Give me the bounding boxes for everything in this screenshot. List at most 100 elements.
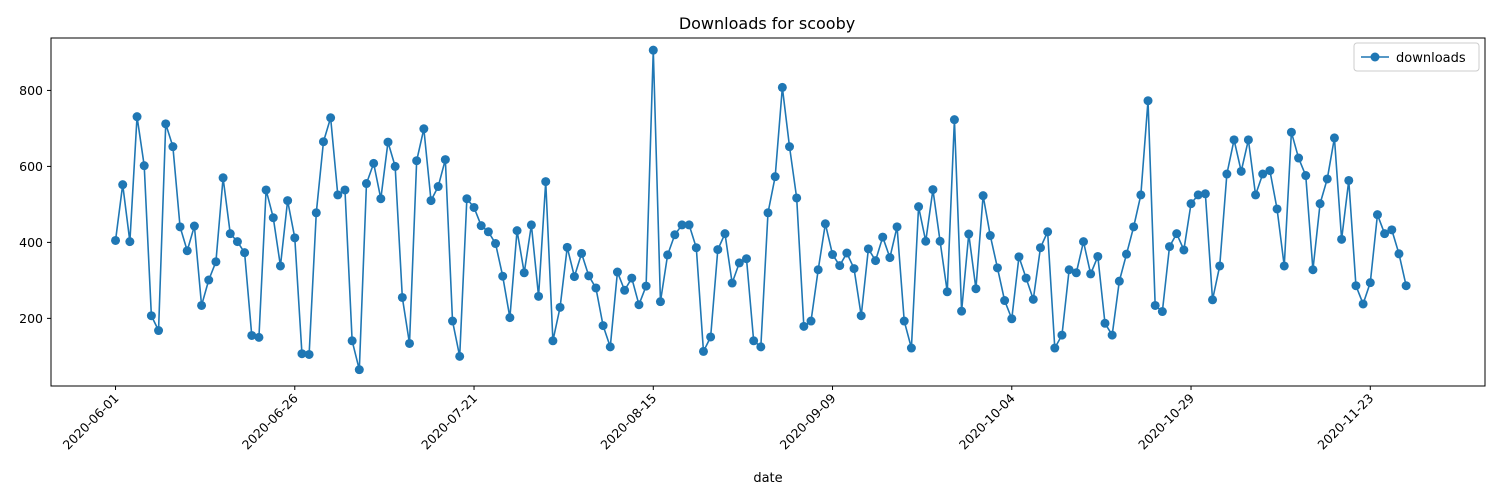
data-point (318, 137, 328, 147)
data-point (655, 297, 665, 307)
data-point (1200, 189, 1210, 199)
data-point (1086, 269, 1096, 279)
data-point (283, 196, 293, 206)
data-point (154, 326, 164, 336)
data-point (691, 243, 701, 253)
data-point (1186, 199, 1196, 209)
data-point (139, 161, 149, 171)
data-point (390, 161, 400, 171)
data-point (964, 229, 974, 239)
data-point (1172, 229, 1182, 239)
data-point (1286, 127, 1296, 137)
data-point (383, 137, 393, 147)
data-point (620, 285, 630, 295)
data-point (569, 272, 579, 282)
data-point (763, 208, 773, 218)
data-point (1401, 281, 1411, 291)
data-point (448, 316, 458, 326)
data-point (297, 349, 307, 359)
legend: downloads (1353, 42, 1480, 72)
data-point (548, 336, 558, 346)
data-point (942, 287, 952, 297)
data-point (1344, 175, 1354, 185)
data-point (863, 244, 873, 254)
data-point (1279, 261, 1289, 271)
data-point (125, 237, 135, 247)
data-point (1122, 249, 1131, 259)
x-tick-label: 2020-10-04 (956, 390, 1018, 452)
data-point (914, 202, 924, 212)
data-point (1129, 222, 1139, 232)
y-tick-label: 200 (19, 311, 43, 326)
data-point (1028, 294, 1038, 304)
data-point (935, 236, 945, 246)
data-point (1365, 278, 1375, 288)
data-point (189, 221, 199, 231)
data-point (734, 258, 744, 268)
data-point (799, 321, 809, 331)
data-point (634, 300, 644, 310)
data-point (197, 300, 207, 310)
data-point (225, 229, 235, 239)
data-point (1308, 265, 1318, 275)
data-point (1000, 296, 1010, 306)
data-point (885, 253, 895, 263)
data-point (526, 220, 536, 230)
data-point (878, 232, 888, 242)
data-point (1222, 169, 1232, 179)
data-point (777, 82, 787, 92)
data-point (928, 185, 938, 195)
data-point (1394, 249, 1404, 259)
data-point (598, 321, 608, 331)
y-tick-label: 600 (19, 159, 43, 174)
x-axis: 2020-06-01 2020-06-26 2020-07-21 2020-08-15… (60, 386, 1376, 452)
data-point (605, 342, 615, 352)
y-axis: 200 400 600 800 (19, 83, 51, 326)
data-point (426, 196, 436, 206)
data-point (1372, 210, 1382, 220)
x-tick-label: 2020-06-26 (239, 390, 301, 452)
data-point (1114, 276, 1124, 286)
data-point (720, 229, 730, 239)
data-point (232, 237, 242, 247)
data-point (347, 336, 357, 346)
data-point (1165, 242, 1175, 252)
data-point (512, 226, 522, 236)
data-point (1301, 171, 1311, 181)
data-point (698, 346, 708, 356)
data-point (275, 261, 285, 271)
data-point (304, 349, 314, 359)
data-point (813, 265, 823, 275)
data-point (792, 193, 802, 203)
data-point (1064, 265, 1074, 275)
data-point (1150, 300, 1160, 310)
data-point (1050, 343, 1060, 353)
data-point (268, 213, 278, 223)
data-point (1272, 204, 1282, 214)
data-point (1157, 307, 1167, 317)
data-point (1057, 330, 1067, 340)
data-point (247, 330, 257, 340)
data-point (419, 124, 429, 134)
data-point (770, 172, 780, 182)
data-point (541, 177, 551, 187)
data-point (555, 302, 565, 312)
data-point (491, 239, 501, 249)
data-point (591, 283, 601, 293)
data-point (1258, 169, 1268, 179)
data-point (146, 311, 156, 321)
x-tick-label: 2020-09-09 (777, 390, 839, 452)
data-point (1215, 261, 1225, 271)
data-point (505, 313, 515, 323)
data-point (534, 291, 544, 301)
data-point (340, 185, 350, 195)
data-point (1351, 281, 1361, 291)
data-point (440, 155, 450, 165)
data-point (1315, 199, 1325, 209)
data-point (562, 242, 572, 252)
data-point (1179, 245, 1189, 255)
data-point (1035, 243, 1045, 253)
data-point (1337, 234, 1347, 244)
x-axis-label: date (753, 471, 782, 486)
data-point (1107, 330, 1117, 340)
